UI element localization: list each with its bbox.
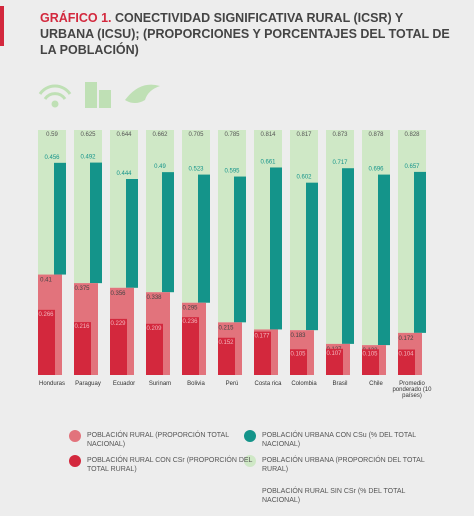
legend-label: POBLACIÓN RURAL CON CSr (PROPORCIÓN DEL … <box>87 457 253 473</box>
urban-csu-bar <box>126 179 138 288</box>
value-label: 0.59 <box>46 132 58 138</box>
value-label: 0.785 <box>224 132 240 138</box>
value-label: 0.295 <box>182 306 198 312</box>
value-label: 0.705 <box>188 132 204 138</box>
wifi-icon <box>38 84 72 108</box>
value-label: 0.444 <box>116 171 132 177</box>
value-label: 0.266 <box>38 312 54 318</box>
rural-csr-bar <box>290 349 307 375</box>
city-icon <box>85 82 111 108</box>
x-tick-label: Paraguay <box>75 381 101 387</box>
x-tick-label: Bolivia <box>187 381 205 387</box>
value-label: 0.105 <box>290 351 306 357</box>
value-label: 0.356 <box>110 291 126 297</box>
value-label: 0.49 <box>154 164 166 170</box>
urban-csu-bar <box>90 162 102 284</box>
urban-csu-bar <box>414 171 426 333</box>
legend-marker <box>244 430 256 442</box>
value-label: 0.878 <box>368 132 384 138</box>
value-label: 0.595 <box>224 169 240 175</box>
rural-csr-bar <box>38 309 55 375</box>
x-tick-label: Colombia <box>291 381 317 387</box>
urban-csu-bar <box>378 174 390 346</box>
title-text: CONECTIVIDAD SIGNIFICATIVA RURAL (ICSR) … <box>40 11 450 57</box>
x-tick-label: Ecuador <box>112 381 136 387</box>
urban-csu-bar <box>342 168 354 344</box>
urban-csu-bar <box>198 174 210 303</box>
value-label: 0.152 <box>218 340 234 346</box>
value-label: 0.873 <box>332 132 348 138</box>
value-label: 0.814 <box>260 132 276 138</box>
value-label: 0.523 <box>188 167 204 173</box>
value-label: 0.216 <box>74 324 90 330</box>
value-label: 0.105 <box>362 351 378 357</box>
value-label: 0.236 <box>182 319 198 325</box>
value-label: 0.828 <box>404 132 420 138</box>
value-label: 0.104 <box>398 352 414 358</box>
value-label: 0.602 <box>296 175 312 181</box>
x-tick-label: Costa rica <box>254 381 282 387</box>
legend-label: POBLACIÓN RURAL (PROPORCIÓN TOTAL NACION… <box>87 432 229 448</box>
value-label: 0.229 <box>110 321 126 327</box>
leaf-icon <box>125 84 160 103</box>
value-label: 0.492 <box>80 155 96 161</box>
value-label: 0.183 <box>290 333 306 339</box>
value-label: 0.456 <box>44 155 60 161</box>
urban-csu-bar <box>54 162 66 275</box>
rural-csr-bar <box>326 348 343 375</box>
urban-csu-bar <box>270 167 282 330</box>
rural-csr-bar <box>254 331 271 375</box>
value-label: 0.338 <box>146 295 162 301</box>
legend-label: POBLACIÓN URBANA CON CSu (% DEL TOTAL NA… <box>262 432 416 448</box>
value-label: 0.657 <box>404 164 420 170</box>
value-label: 0.661 <box>260 159 276 165</box>
value-label: 0.172 <box>398 336 414 342</box>
rural-csr-bar <box>146 323 163 375</box>
legend-marker <box>69 455 81 467</box>
value-label: 0.215 <box>218 325 234 331</box>
x-tick-label: Chile <box>369 381 383 387</box>
rural-csr-bar <box>74 322 91 375</box>
value-label: 0.107 <box>326 351 342 357</box>
value-label: 0.644 <box>116 132 132 138</box>
legend-note: POBLACIÓN RURAL SIN CSr (% DEL TOTAL NAC… <box>262 488 406 504</box>
value-label: 0.177 <box>254 334 270 340</box>
rural-csr-bar <box>398 349 415 375</box>
rural-csr-bar <box>362 349 379 375</box>
urban-csu-bar <box>234 176 246 323</box>
value-label: 0.209 <box>146 326 162 332</box>
value-label: 0.717 <box>332 160 348 166</box>
x-tick-label: Honduras <box>38 381 65 387</box>
x-tick-label: Surinam <box>148 381 172 387</box>
rural-csr-bar <box>110 318 127 375</box>
value-label: 0.375 <box>74 286 90 292</box>
value-label: 0.696 <box>368 167 384 173</box>
x-tick-label: Promedio ponderado (10 países) <box>392 381 432 399</box>
value-label: 0.41 <box>40 278 52 284</box>
rural-csr-bar <box>182 317 199 375</box>
title-label: GRÁFICO 1. <box>40 11 112 25</box>
value-label: 0.662 <box>152 132 168 138</box>
x-tick-label: Perú <box>225 381 239 387</box>
value-label: 0.625 <box>80 132 96 138</box>
chart-title: GRÁFICO 1. CONECTIVIDAD SIGNIFICATIVA RU… <box>40 10 460 58</box>
urban-csu-bar <box>306 182 318 331</box>
x-tick-label: Brasil <box>332 381 348 387</box>
legend-label: POBLACIÓN URBANA (PROPORCIÓN DEL TOTAL R… <box>262 457 425 473</box>
rural-csr-bar <box>218 337 235 375</box>
urban-csu-bar <box>162 172 174 293</box>
legend-marker <box>244 455 256 467</box>
accent <box>0 6 4 46</box>
legend-marker <box>69 430 81 442</box>
value-label: 0.817 <box>296 132 312 138</box>
